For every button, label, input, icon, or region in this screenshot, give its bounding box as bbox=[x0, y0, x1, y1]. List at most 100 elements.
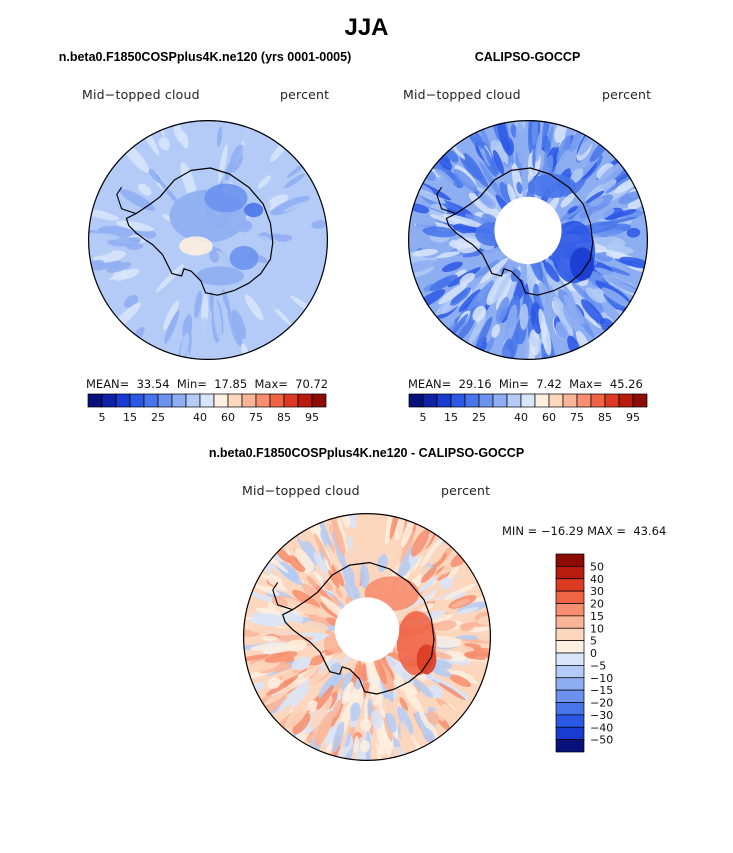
field-cell bbox=[469, 660, 491, 672]
no-data-pole bbox=[494, 196, 562, 264]
colorbar-tick-label: 5 bbox=[420, 411, 427, 424]
min-label: Min= bbox=[176, 377, 207, 391]
colorbar-tick-label: 5 bbox=[99, 411, 106, 424]
field-cell bbox=[164, 310, 180, 344]
field-cell bbox=[155, 264, 184, 293]
field-cell bbox=[589, 197, 604, 207]
field-cell bbox=[430, 651, 453, 660]
map-boundary bbox=[242, 512, 492, 762]
field-cell bbox=[158, 137, 170, 151]
field-cell bbox=[349, 702, 361, 722]
colorbar-box bbox=[520, 393, 536, 408]
field-cell bbox=[119, 189, 156, 211]
field-cell bbox=[420, 532, 447, 567]
field-anomaly bbox=[416, 644, 437, 675]
colorbar-tick-label: 10 bbox=[590, 622, 604, 635]
colorbar-box bbox=[464, 393, 480, 408]
field-cell bbox=[165, 157, 178, 176]
field-cell bbox=[270, 281, 284, 293]
colorbar-box bbox=[241, 393, 257, 408]
field-cell bbox=[438, 682, 466, 701]
field-cell bbox=[285, 639, 308, 652]
colorbar-box bbox=[555, 553, 585, 567]
antarctica-coastline bbox=[125, 167, 274, 296]
panel-diff-variable-label: Mid−topped cloud bbox=[242, 483, 360, 498]
field-cell bbox=[303, 680, 326, 704]
colorbar-box bbox=[492, 393, 508, 408]
field-cell bbox=[244, 294, 264, 321]
field-cell bbox=[154, 174, 183, 209]
field-cell bbox=[409, 203, 430, 214]
panel-obs-title: CALIPSO-GOCCP bbox=[474, 50, 581, 64]
colorbar-box bbox=[101, 393, 117, 408]
field-cell bbox=[250, 612, 289, 626]
field-cell bbox=[189, 272, 197, 290]
colorbar-box bbox=[576, 393, 592, 408]
field-cell bbox=[409, 555, 420, 569]
colorbar-box bbox=[157, 393, 173, 408]
field-cell bbox=[277, 685, 310, 714]
field-cell bbox=[103, 292, 133, 314]
colorbar-box bbox=[506, 393, 522, 408]
field-cell bbox=[326, 543, 340, 573]
field-cell bbox=[474, 132, 485, 149]
colorbar-tick-label: 20 bbox=[590, 598, 604, 611]
field-cell bbox=[116, 220, 154, 232]
colorbar-box bbox=[171, 393, 187, 408]
colorbar-tick-label: −10 bbox=[590, 672, 613, 685]
field-cell bbox=[385, 655, 415, 685]
field-cell bbox=[218, 143, 228, 184]
field-cell bbox=[492, 149, 505, 175]
field-cell bbox=[456, 316, 475, 341]
max-value: 70.72 bbox=[295, 377, 329, 391]
field-cell bbox=[516, 130, 523, 164]
field-cell bbox=[472, 305, 486, 322]
field-cell bbox=[389, 513, 402, 540]
field-cell bbox=[308, 665, 332, 686]
field-cell bbox=[555, 149, 571, 179]
field-cell bbox=[440, 577, 453, 590]
field-cell bbox=[359, 564, 370, 589]
field-cell bbox=[411, 529, 429, 557]
field-cell bbox=[328, 570, 340, 589]
colorbar-box bbox=[422, 393, 438, 408]
field-cell bbox=[449, 674, 472, 688]
field-cell bbox=[441, 261, 463, 273]
field-cell bbox=[208, 120, 219, 142]
field-cell bbox=[221, 289, 231, 311]
field-cell bbox=[442, 213, 485, 228]
field-cell bbox=[288, 678, 313, 697]
colorbar-box bbox=[227, 393, 243, 408]
colorbar-tick-label: 75 bbox=[570, 411, 584, 424]
field-cell bbox=[106, 262, 132, 273]
field-cell bbox=[570, 168, 584, 184]
field-cell bbox=[585, 287, 604, 304]
field-cell bbox=[463, 652, 487, 660]
panel-obs-variable-label: Mid−topped cloud bbox=[403, 87, 521, 102]
field-cell bbox=[560, 192, 576, 208]
field-cell bbox=[432, 552, 448, 568]
field-cell bbox=[332, 721, 345, 753]
field-cell bbox=[519, 303, 529, 331]
field-cell bbox=[458, 289, 481, 312]
field-cell bbox=[163, 300, 180, 331]
field-cell bbox=[264, 684, 295, 706]
field-cell bbox=[242, 128, 258, 157]
field-cell bbox=[410, 724, 426, 747]
field-cell bbox=[429, 542, 448, 563]
field-cell bbox=[265, 678, 295, 696]
field-cell bbox=[429, 277, 452, 292]
field-cell bbox=[462, 154, 489, 188]
field-cell bbox=[600, 275, 640, 295]
field-cell bbox=[408, 260, 438, 274]
field-cell bbox=[430, 674, 461, 694]
field-cell bbox=[385, 712, 397, 733]
field-cell bbox=[291, 699, 304, 712]
colorbar-tick-label: −20 bbox=[590, 697, 613, 710]
field-cell bbox=[455, 607, 479, 615]
field-cell bbox=[413, 679, 434, 698]
colorbar-box bbox=[478, 393, 494, 408]
field-cell bbox=[434, 168, 454, 184]
field-cell bbox=[332, 522, 346, 556]
field-cell bbox=[504, 304, 518, 344]
